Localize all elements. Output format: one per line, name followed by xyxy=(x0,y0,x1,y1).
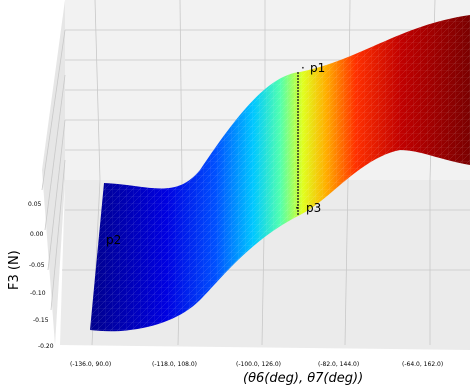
annotation-p1: p1 xyxy=(310,61,325,75)
x-ticks: (-136.0, 90.0) (-118.0, 108.0) (-100.0, … xyxy=(70,361,443,368)
y-tick-label: -0.15 xyxy=(33,317,49,324)
y-tick-label: -0.10 xyxy=(30,290,46,297)
x-tick-label: (-100.0, 126.0) xyxy=(236,361,281,368)
annotation-p2: p2 xyxy=(106,233,121,247)
x-tick-label: (-136.0, 90.0) xyxy=(70,361,111,368)
p3-dot: · xyxy=(295,201,299,215)
y-tick-label: 0.00 xyxy=(30,231,44,238)
x-axis-label: (θ6(deg), θ7(deg)) xyxy=(243,371,363,386)
x-tick-label: (-82.0, 144.0) xyxy=(318,361,359,368)
y-tick-label: -0.05 xyxy=(29,262,45,269)
y-tick-label: -0.20 xyxy=(38,343,54,350)
left-pane xyxy=(42,0,65,345)
y-tick-label: 0.05 xyxy=(28,201,42,208)
p1-dot: · xyxy=(301,61,305,75)
y-axis-label: F3 (N) xyxy=(7,250,22,290)
x-tick-label: (-64.0, 162.0) xyxy=(402,361,443,368)
x-tick-label: (-118.0, 108.0) xyxy=(152,361,197,368)
y-ticks: 0.05 0.00 -0.05 -0.10 -0.15 -0.20 xyxy=(28,201,54,350)
annotation-p3: p3 xyxy=(306,201,321,215)
